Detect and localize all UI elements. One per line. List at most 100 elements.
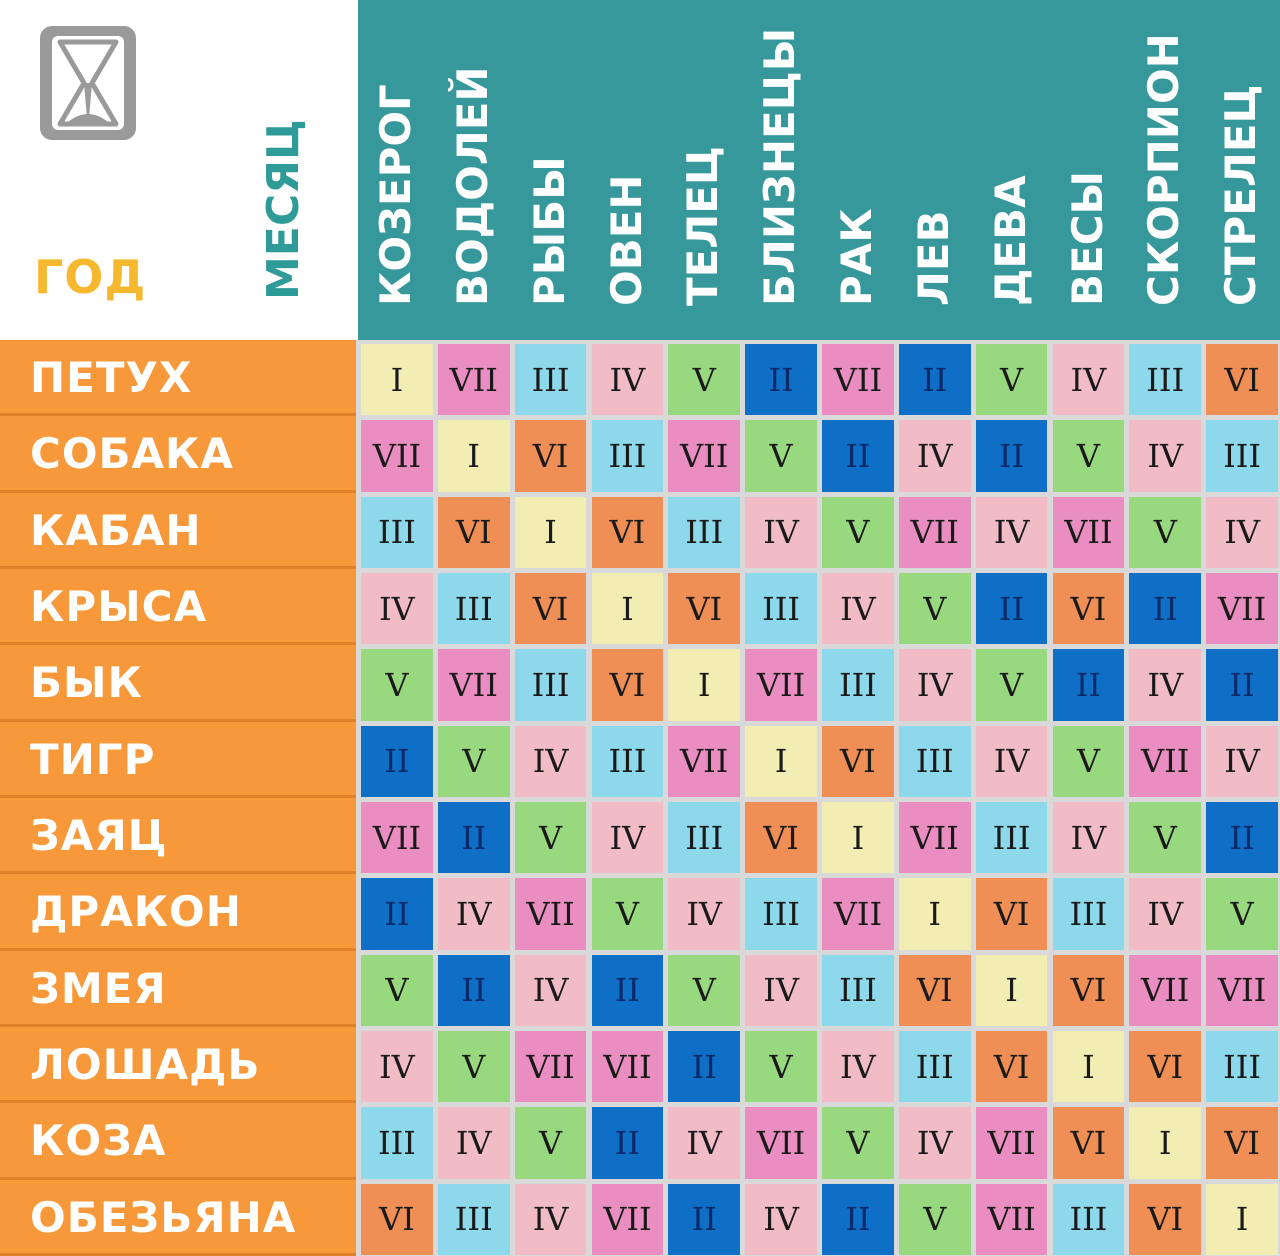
grid-cell: IV: [1129, 878, 1202, 950]
grid-cell: VII: [437, 649, 510, 721]
grid-cell: V: [1052, 420, 1125, 492]
grid-cell: V: [822, 1107, 894, 1179]
grid-cell: V: [668, 344, 741, 416]
grid-cell: III: [822, 649, 894, 721]
grid-cell: II: [668, 1031, 741, 1103]
compatibility-grid: I VII III IV V II VII II V IV III VI VII I VI III VII V II…: [358, 340, 1280, 1256]
grid-cell: III: [591, 420, 664, 492]
grid-cell: IV: [745, 954, 817, 1026]
grid-cell: IV: [668, 878, 741, 950]
grid-cell: III: [668, 496, 741, 568]
grid-cell: I: [1052, 1031, 1125, 1103]
grid-cell: IV: [437, 1107, 510, 1179]
grid-cell: VII: [745, 649, 817, 721]
grid-cell: IV: [591, 344, 664, 416]
year-label-12: ОБЕЗЬЯНА: [0, 1179, 356, 1256]
grid-cell: V: [437, 1031, 510, 1103]
grid-cell: VI: [745, 802, 817, 874]
grid-cell: III: [668, 802, 741, 874]
grid-cell: VI: [437, 496, 510, 568]
grid-cell: I: [1129, 1107, 1202, 1179]
grid-cell: V: [514, 1107, 587, 1179]
grid-cell: II: [591, 954, 664, 1026]
grid-cell: I: [745, 725, 817, 797]
zodiac-header-10: ВЕСЫ: [1062, 170, 1112, 306]
grid-cell: IV: [975, 725, 1048, 797]
grid-cell: VII: [1129, 954, 1202, 1026]
grid-cell: VI: [1052, 573, 1125, 645]
grid-cell: II: [822, 420, 894, 492]
grid-cell: VII: [745, 1107, 817, 1179]
grid-cell: III: [514, 344, 587, 416]
grid-cell: VI: [975, 878, 1048, 950]
zodiac-header-5: ТЕЛЕЦ: [678, 146, 728, 306]
year-label-3: КАБАН: [0, 492, 356, 569]
grid-cell: I: [898, 878, 971, 950]
grid-cell: III: [437, 573, 510, 645]
grid-cell: V: [1129, 496, 1202, 568]
grid-cell: VI: [975, 1031, 1048, 1103]
year-label-6: ТИГР: [0, 721, 356, 798]
grid-cell: VII: [668, 725, 741, 797]
grid-cell: IV: [1129, 420, 1202, 492]
grid-cell: V: [745, 420, 817, 492]
grid-cell: V: [745, 1031, 817, 1103]
grid-cell: VII: [975, 1183, 1048, 1255]
grid-cell: V: [361, 954, 433, 1026]
grid-cell: II: [975, 573, 1048, 645]
zodiac-header-6: БЛИЗНЕЦЫ: [755, 27, 805, 306]
grid-cell: II: [975, 420, 1048, 492]
grid-cell: III: [514, 649, 587, 721]
grid-cell: V: [591, 878, 664, 950]
grid-cell: VII: [591, 1031, 664, 1103]
grid-cell: VI: [822, 725, 894, 797]
grid-cell: IV: [898, 420, 971, 492]
grid-cell: VII: [361, 802, 433, 874]
grid-cell: VI: [514, 573, 587, 645]
grid-cell: VII: [361, 420, 433, 492]
zodiac-header-9: ДЕВА: [985, 175, 1035, 306]
grid-cell: VII: [898, 802, 971, 874]
grid-cell: II: [1129, 573, 1202, 645]
year-label-9: ЗМЕЯ: [0, 950, 356, 1027]
grid-cell: IV: [822, 573, 894, 645]
grid-cell: III: [361, 1107, 433, 1179]
grid-cell: V: [514, 802, 587, 874]
grid-cell: II: [1052, 649, 1125, 721]
year-label-11: КОЗА: [0, 1103, 356, 1180]
grid-cell: VII: [668, 420, 741, 492]
grid-cell: II: [1206, 802, 1278, 874]
grid-cell: IV: [1052, 802, 1125, 874]
grid-cell: IV: [745, 1183, 817, 1255]
grid-cell: III: [898, 1031, 971, 1103]
grid-cell: VII: [1052, 496, 1125, 568]
grid-cell: II: [745, 344, 817, 416]
grid-cell: I: [1206, 1183, 1278, 1255]
grid-cell: II: [898, 344, 971, 416]
grid-cell: VII: [1129, 725, 1202, 797]
grid-cell: III: [975, 802, 1048, 874]
zodiac-header: КОЗЕРОГ ВОДОЛЕЙ РЫБЫ ОВЕН ТЕЛЕЦ БЛИЗНЕЦЫ РАК ЛЕ…: [358, 0, 1280, 340]
grid-cell: I: [591, 573, 664, 645]
grid-cell: III: [1052, 878, 1125, 950]
grid-cell: IV: [361, 1031, 433, 1103]
grid-cell: VII: [975, 1107, 1048, 1179]
grid-cell: IV: [361, 573, 433, 645]
grid-cell: IV: [668, 1107, 741, 1179]
zodiac-header-12: СТРЕЛЕЦ: [1216, 84, 1266, 306]
grid-cell: IV: [514, 954, 587, 1026]
grid-cell: VI: [591, 496, 664, 568]
grid-cell: VI: [1052, 1107, 1125, 1179]
year-axis-label: ГОД: [34, 250, 147, 304]
grid-cell: V: [975, 344, 1048, 416]
zodiac-header-4: ОВЕН: [601, 174, 651, 306]
grid-cell: I: [822, 802, 894, 874]
grid-cell: III: [822, 954, 894, 1026]
grid-cell: VI: [668, 573, 741, 645]
grid-cell: I: [361, 344, 433, 416]
grid-cell: III: [745, 878, 817, 950]
grid-cell: V: [898, 1183, 971, 1255]
grid-cell: I: [437, 420, 510, 492]
grid-cell: VII: [591, 1183, 664, 1255]
grid-cell: I: [668, 649, 741, 721]
